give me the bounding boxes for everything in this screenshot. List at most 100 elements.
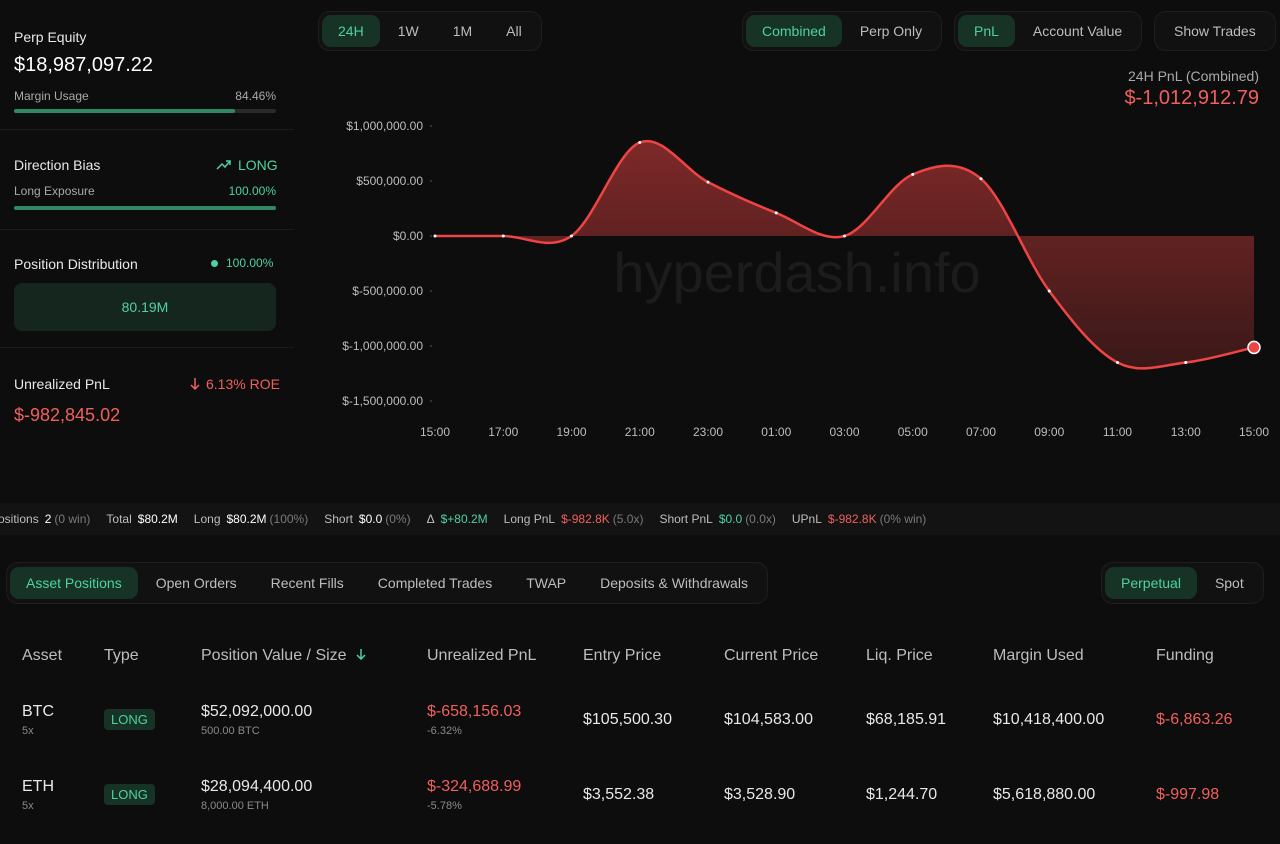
header-text: Funding [1156,647,1214,664]
cell-value: $68,185.91 [866,711,971,729]
summary-value: $0.0 [359,512,382,526]
cell: $105,500.30 [561,682,702,757]
summary-label: Positions [0,512,39,526]
header-text: Unrealized PnL [427,647,536,664]
cell: $68,185.91 [844,682,971,757]
dot [210,259,219,268]
cell-value: $28,094,400.00 [201,778,405,796]
chart-title: 24H PnL (Combined) [1128,68,1259,84]
header-text: Current Price [724,647,818,664]
column-header[interactable]: Position Value / Size [179,630,405,682]
summary-note: (100%) [270,512,309,526]
point [502,235,505,238]
tab[interactable]: Asset Positions [10,567,138,599]
position-row: ETH5xLONG$28,094,400.008,000.00 ETH$-324… [0,757,1254,832]
summary-value: $+80.2M [441,512,488,526]
cell: $1,244.70 [844,757,971,832]
cell-value: $-6,863.26 [1156,711,1254,729]
summary-note: (0%) [385,512,410,526]
header-text: Type [104,647,139,664]
progress-track [14,109,276,113]
tab[interactable]: PnL [958,15,1015,47]
tab[interactable]: Combined [746,15,842,47]
header-row: Asset Type Position Value / Size Unrealized… [0,630,1254,682]
x-tick-label: 19:00 [556,425,586,439]
tab[interactable]: Perpetual [1105,567,1197,599]
summary-label: Total [106,512,131,526]
pnl-chart: hyperdash.info$-1,500,000.00$-1,000,000.… [0,0,1280,470]
cell-value: ETH [22,778,82,796]
label: Unrealized PnL [14,376,110,392]
summary-label: UPnL [792,512,822,526]
tab[interactable]: 1W [382,15,435,47]
y-tick-label: $-1,000,000.00 [342,339,423,353]
summary-bar: Positions2(0 win)Total$80.2MLong$80.2M(1… [0,503,1280,535]
tab[interactable]: Completed Trades [362,567,508,599]
point [1184,361,1187,364]
summary-item: Total$80.2M [106,512,177,526]
column-header: Type [82,630,179,682]
divider [0,229,294,230]
cell-sub: 5x [22,725,82,737]
cell: $28,094,400.00 8,000.00 ETH [179,757,405,832]
cell: LONG [82,757,179,832]
column-header: Asset [0,630,82,682]
point [911,173,914,176]
cell-value: $105,500.30 [583,711,702,729]
cell: $10,418,400.00 [971,682,1134,757]
tab[interactable]: Recent Fills [255,567,360,599]
header-text: Asset [22,647,62,664]
summary-label: Long PnL [504,512,555,526]
market-tabs: PerpetualSpot [1101,562,1264,604]
point [980,177,983,180]
tab[interactable]: Perp Only [844,15,938,47]
value: 100.00% [229,184,276,198]
tab[interactable]: Spot [1199,567,1260,599]
column-header: Entry Price [561,630,702,682]
summary-label: Long [194,512,221,526]
summary-label: Short PnL [659,512,712,526]
cell-sub: 5x [22,800,82,812]
roe: 6.13% ROE [206,376,280,392]
cell-value: BTC [22,703,82,721]
watermark: hyperdash.info [613,241,980,304]
cell: $5,618,880.00 [971,757,1134,832]
summary-item: UPnL$-982.8K(0% win) [792,512,926,526]
tab[interactable]: 24H [322,15,380,47]
summary-item: Short PnL$0.0(0.0x) [659,512,775,526]
cell-sub: -6.32% [427,725,561,737]
cell-value: $-997.98 [1156,786,1254,804]
tab[interactable]: Account Value [1017,15,1138,47]
button[interactable]: Show Trades [1158,15,1272,47]
summary-item: Short$0.0(0%) [324,512,410,526]
cell-value: $-658,156.03 [427,703,561,721]
cell-value: $5,618,880.00 [993,786,1134,804]
summary-note: (5.0x) [613,512,644,526]
tab[interactable]: Deposits & Withdrawals [584,567,764,599]
cell-sub: 8,000.00 ETH [201,800,405,812]
divider [0,347,294,348]
y-tick-label: $0.00 [393,229,423,243]
summary-label: Δ [427,512,435,526]
distribution-bar: 80.19M [14,283,276,331]
value: 84.46% [235,89,276,103]
column-header: Funding [1134,630,1254,682]
cell: $3,552.38 [561,757,702,832]
label: Position Distribution [14,256,138,272]
cell-value: $10,418,400.00 [993,711,1134,729]
summary-note: (0.0x) [745,512,776,526]
bias-value: LONG [238,157,278,173]
range-tabs: 24H1W1MAll [318,11,542,51]
summary-item: Long PnL$-982.8K(5.0x) [504,512,644,526]
header-text: Entry Price [583,647,661,664]
label: Long Exposure [14,184,95,198]
x-tick-label: 07:00 [966,425,996,439]
tab[interactable]: 1M [437,15,488,47]
column-header: Liq. Price [844,630,971,682]
tab[interactable]: TWAP [510,567,582,599]
x-tick-label: 17:00 [488,425,518,439]
tab[interactable]: Open Orders [140,567,253,599]
tab[interactable]: All [490,15,538,47]
header-text: Liq. Price [866,647,933,664]
